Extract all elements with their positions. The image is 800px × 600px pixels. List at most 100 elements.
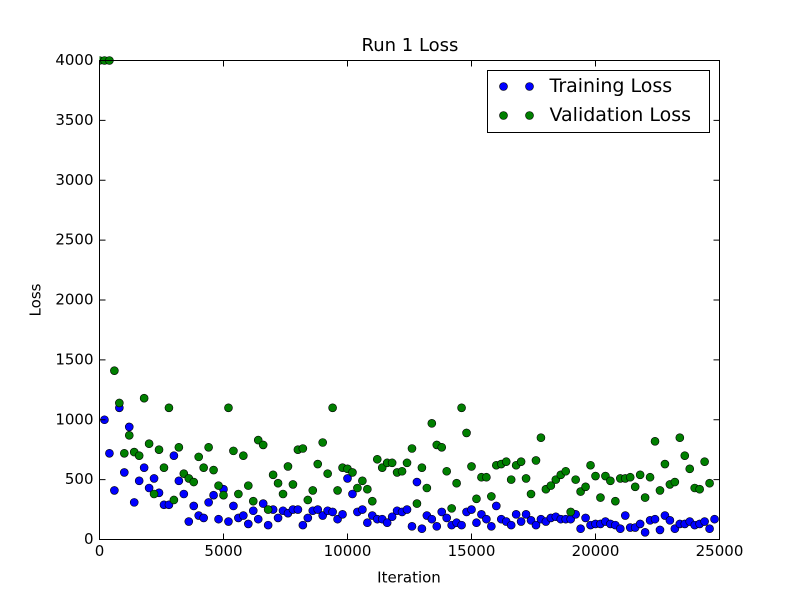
point xyxy=(472,518,481,528)
point xyxy=(531,520,541,530)
point xyxy=(169,451,179,460)
y-tick-label: 1000 xyxy=(55,410,93,428)
x-tick-label: 10000 xyxy=(324,542,372,560)
point xyxy=(313,505,323,514)
point xyxy=(298,444,308,453)
point xyxy=(630,482,640,492)
point xyxy=(660,459,670,469)
y-tick-label: 0 xyxy=(84,530,94,548)
point xyxy=(402,505,412,514)
point xyxy=(239,511,248,520)
point xyxy=(159,463,169,472)
point xyxy=(328,403,337,413)
point xyxy=(263,520,273,530)
point xyxy=(258,440,268,450)
point xyxy=(412,499,422,508)
point xyxy=(338,510,347,519)
legend-label: Training Loss xyxy=(549,75,673,97)
point xyxy=(363,518,372,528)
legend: Training Loss Validation Loss xyxy=(487,70,710,133)
y-tick-label: 2000 xyxy=(55,291,93,309)
point xyxy=(209,465,218,475)
point xyxy=(214,481,223,490)
point xyxy=(521,510,531,519)
point xyxy=(124,422,134,432)
point xyxy=(258,499,268,508)
point xyxy=(625,472,635,482)
point xyxy=(219,490,228,500)
point xyxy=(263,505,273,514)
y-axis-label: Loss xyxy=(27,283,45,316)
point xyxy=(144,483,154,493)
point xyxy=(402,458,412,468)
point xyxy=(239,451,248,460)
point xyxy=(209,490,218,500)
point xyxy=(253,514,263,524)
point xyxy=(670,477,680,487)
point xyxy=(283,462,293,471)
point xyxy=(333,486,342,495)
point xyxy=(407,444,417,453)
point xyxy=(665,516,675,525)
point xyxy=(204,498,213,507)
point xyxy=(139,463,149,472)
point xyxy=(387,512,397,522)
point xyxy=(645,472,655,482)
point xyxy=(174,442,184,452)
point xyxy=(611,496,620,506)
x-tick-label: 5000 xyxy=(204,542,242,560)
y-tick-label: 1500 xyxy=(55,350,93,368)
point xyxy=(640,528,650,537)
plot-area xyxy=(99,56,719,537)
point xyxy=(546,481,556,490)
point xyxy=(571,475,580,484)
point xyxy=(700,517,709,526)
legend-box xyxy=(487,70,710,133)
point xyxy=(501,457,511,466)
point xyxy=(487,522,496,531)
point xyxy=(581,482,590,492)
point xyxy=(457,403,466,413)
point xyxy=(576,524,585,534)
point xyxy=(447,504,456,513)
point xyxy=(149,489,159,499)
point xyxy=(298,520,308,530)
point xyxy=(179,489,189,499)
point xyxy=(566,507,576,517)
point xyxy=(105,448,114,458)
point xyxy=(442,513,452,523)
point xyxy=(437,507,447,517)
x-tick-label: 20000 xyxy=(572,542,620,560)
point xyxy=(491,501,501,511)
point xyxy=(606,476,615,486)
point xyxy=(184,517,194,526)
point xyxy=(700,457,709,466)
point xyxy=(134,451,144,460)
point xyxy=(248,506,258,516)
legend-marker xyxy=(525,111,534,120)
point xyxy=(343,474,352,483)
legend-marker xyxy=(499,82,508,91)
point xyxy=(635,470,645,480)
point xyxy=(149,474,159,483)
point xyxy=(472,494,481,504)
point xyxy=(144,439,154,449)
point xyxy=(348,468,357,477)
point xyxy=(487,492,496,501)
point xyxy=(189,501,199,511)
point xyxy=(635,519,645,529)
point xyxy=(372,454,382,464)
point xyxy=(442,466,452,476)
point xyxy=(452,478,461,488)
y-tick-label: 2500 xyxy=(55,231,93,249)
point xyxy=(303,495,313,505)
point xyxy=(110,486,119,495)
point xyxy=(650,437,660,446)
point xyxy=(467,505,476,514)
point xyxy=(234,489,243,499)
point xyxy=(705,478,714,488)
point xyxy=(521,474,531,483)
point xyxy=(417,463,427,472)
y-tick-label: 3000 xyxy=(55,171,93,189)
point xyxy=(164,403,174,413)
